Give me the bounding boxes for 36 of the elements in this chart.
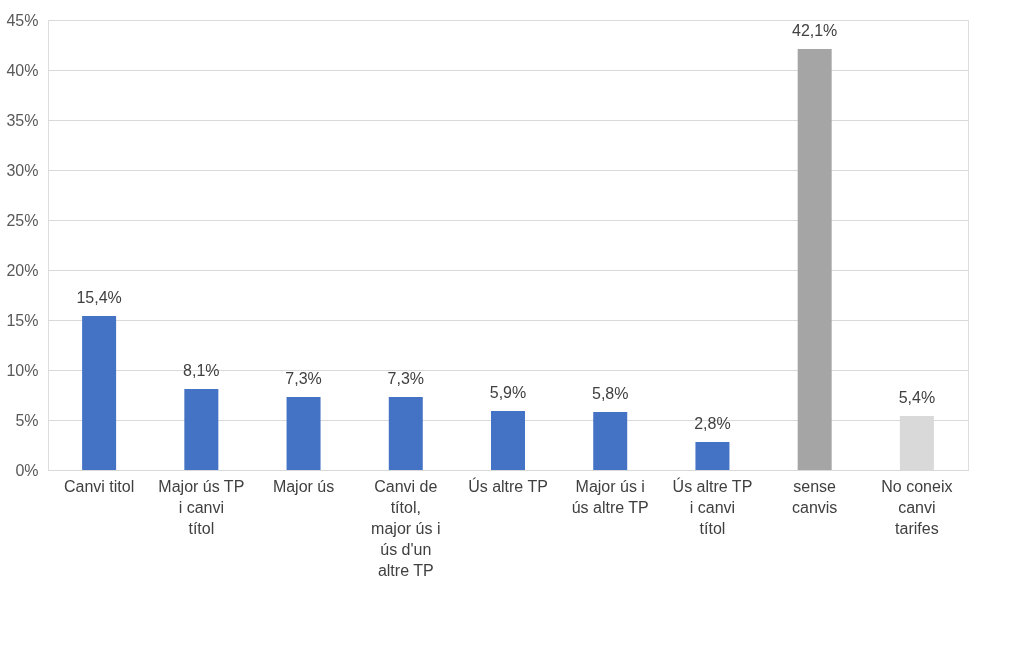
data-label: 2,8% <box>694 415 731 432</box>
x-tick-label: Major ús i ús altre TP <box>571 477 649 516</box>
x-tick-label: No coneix canvi tarifes <box>881 477 953 537</box>
bar <box>82 316 117 470</box>
bar <box>388 397 423 470</box>
x-tick-label: Ús altre TP i canvi títol <box>672 476 753 537</box>
x-tick-label: Ús altre TP <box>468 476 548 495</box>
y-tick-label: 15% <box>6 311 39 329</box>
data-label: 7,3% <box>285 370 322 387</box>
bar <box>797 49 832 470</box>
data-label: 5,8% <box>591 385 629 402</box>
y-tick-label: 0% <box>15 461 39 479</box>
bar <box>593 412 628 470</box>
x-tick-label: Canvi titol <box>63 477 135 495</box>
data-label: 5,4% <box>898 389 936 406</box>
bar <box>695 442 730 470</box>
y-tick-label: 5% <box>15 411 39 429</box>
bar <box>184 389 219 470</box>
data-label: 5,9% <box>489 384 527 401</box>
bar <box>491 411 525 470</box>
data-label: 8,1% <box>183 362 220 379</box>
y-tick-label: 25% <box>6 211 39 229</box>
y-tick-label: 20% <box>6 261 39 279</box>
bar <box>286 397 321 470</box>
x-tick-label: Major ús <box>272 477 335 495</box>
y-tick-label: 40% <box>6 61 39 79</box>
x-tick-label: Major ús TP i canvi títol <box>158 477 245 537</box>
data-label: 42,1% <box>791 22 838 39</box>
y-tick-label: 35% <box>6 111 39 129</box>
data-label: 15,4% <box>76 289 122 306</box>
y-tick-label: 10% <box>6 361 39 379</box>
y-tick-label: 45% <box>6 11 39 29</box>
x-tick-label: Canvi de títol, major ús i ús d'un altre TP <box>371 477 441 579</box>
y-tick-label: 30% <box>6 161 39 179</box>
data-label: 7,3% <box>387 370 425 387</box>
x-tick-label: sense canvis <box>791 477 838 516</box>
